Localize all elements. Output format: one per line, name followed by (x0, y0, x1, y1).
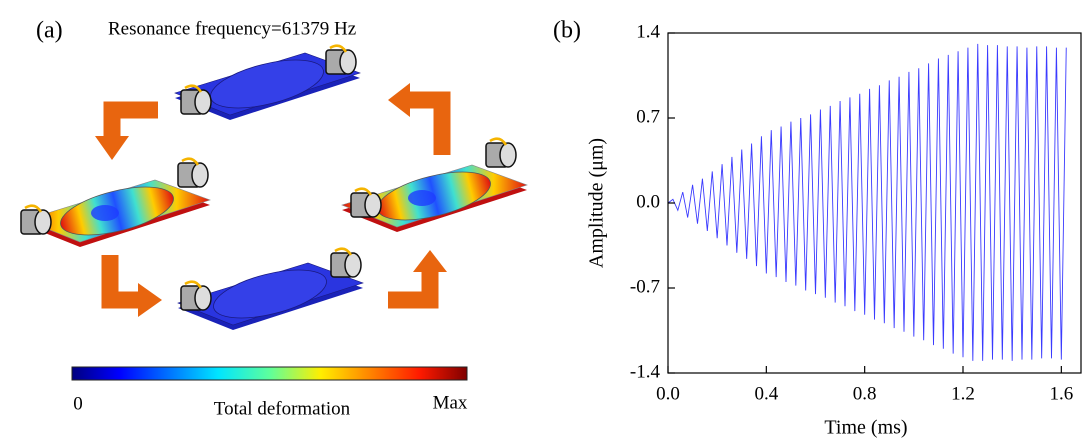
x-axis-label: Time (ms) (824, 417, 907, 439)
arrowhead (95, 136, 129, 160)
x-tick-label: 1.2 (951, 383, 975, 404)
arrowhead (413, 250, 447, 272)
x-tick-label: 0.4 (754, 383, 778, 404)
roller (19, 204, 53, 236)
arrow (408, 91, 451, 155)
arrowhead (388, 83, 410, 117)
panel-label: (b) (553, 18, 581, 44)
arrows (101, 91, 451, 309)
y-tick-label: -1.4 (630, 361, 661, 382)
x-tick-label: 1.6 (1049, 383, 1073, 404)
x-tick-label: 0.8 (853, 383, 877, 404)
diagram-title: Resonance frequency=61379 Hz (108, 18, 356, 39)
colorbar-min: 0 (73, 393, 83, 414)
arrow (103, 101, 158, 138)
arrow (388, 270, 439, 309)
y-tick-label: 0.0 (636, 191, 660, 212)
roller (329, 247, 363, 279)
arrowhead (138, 283, 162, 317)
panel-label: (a) (36, 18, 63, 44)
plot-frame (667, 32, 1082, 374)
diagram-panel: (a) Resonance frequency=61379 Hz 0 Total… (19, 18, 528, 419)
roller (484, 137, 518, 169)
roller (324, 44, 358, 76)
colorbar-max: Max (433, 392, 468, 413)
y-tick-label: 1.4 (636, 21, 660, 42)
data-line (667, 43, 1067, 361)
roller (179, 280, 213, 312)
y-axis-label: Amplitude (μm) (586, 138, 608, 268)
roller (176, 157, 210, 189)
colorbar-title: Total deformation (214, 398, 351, 419)
arrowheads (95, 83, 447, 317)
chart-panel: (b) Time (ms) Amplitude (μm) -1.4 -0.7 0.0… (553, 18, 1082, 439)
y-tick-label: -0.7 (630, 276, 660, 297)
roller (349, 187, 383, 219)
y-tick-label: 0.7 (636, 106, 660, 127)
arrow (101, 255, 140, 309)
colorbar (71, 366, 468, 381)
plate (24, 177, 211, 248)
x-tick-label: 0.0 (656, 383, 680, 404)
